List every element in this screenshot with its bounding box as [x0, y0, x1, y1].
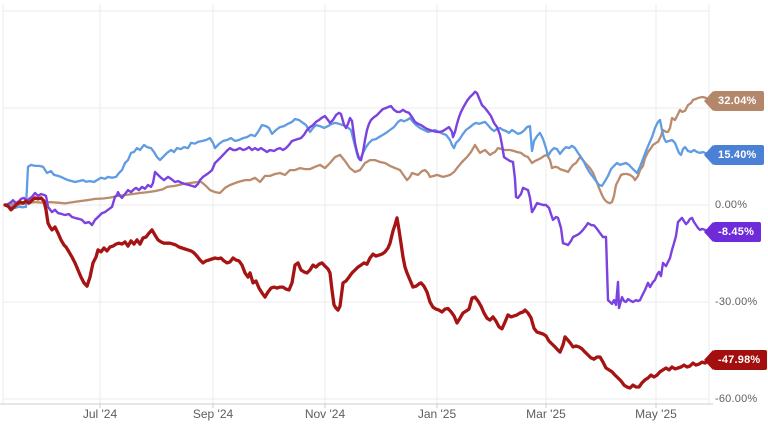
badge-pointer-icon: [704, 145, 713, 166]
x-axis-label: Sep '24: [192, 407, 234, 421]
purple-series-line: [3, 90, 712, 310]
badge-value-label: -47.98%: [713, 350, 768, 371]
x-axis-label: Jul '24: [82, 407, 118, 421]
blue-series-value-badge: 15.40%: [704, 145, 764, 166]
red-series-line: [3, 196, 712, 390]
tan-series-value-badge: 32.04%: [704, 91, 764, 112]
x-axis-label: Mar '25: [526, 407, 566, 421]
badge-value-label: -8.45%: [713, 222, 762, 243]
blue-series-line: [3, 116, 712, 210]
x-axis-label: Jan '25: [417, 407, 457, 421]
x-axis-label: Nov '24: [304, 407, 346, 421]
y-axis-label: 0.00%: [715, 199, 748, 211]
badge-pointer-icon: [704, 222, 713, 243]
badge-value-label: 15.40%: [713, 145, 764, 166]
tan-series-line: [3, 95, 712, 207]
red-series-value-badge: -47.98%: [704, 350, 768, 371]
badge-pointer-icon: [704, 91, 713, 112]
badge-pointer-icon: [704, 350, 713, 371]
y-axis-label: -30.00%: [715, 296, 758, 308]
x-axis-label: May '25: [635, 407, 677, 421]
badge-value-label: 32.04%: [713, 91, 764, 112]
y-axis-label: -60.00%: [715, 393, 758, 405]
purple-series-value-badge: -8.45%: [704, 222, 762, 243]
